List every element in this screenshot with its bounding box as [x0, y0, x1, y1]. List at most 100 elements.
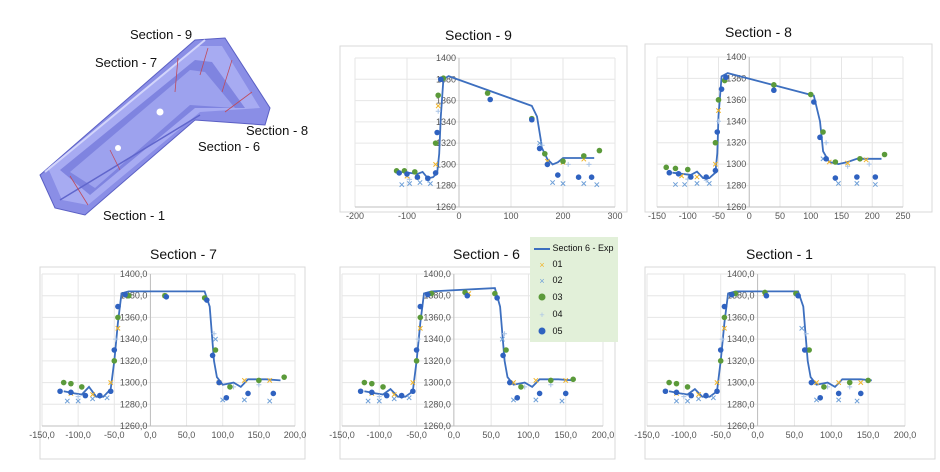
- data-point-s02: [427, 181, 433, 187]
- data-point-s05: [801, 347, 808, 353]
- data-point-s02: [694, 180, 700, 186]
- x-tick-label: 0,0: [144, 430, 157, 440]
- data-point-s05: [712, 167, 719, 174]
- legend-x-icon: ×: [539, 259, 545, 270]
- data-point-s03: [256, 377, 262, 384]
- chart-legend: Section 6 - Exp × 01 × 02 03 + 04 05: [530, 237, 618, 342]
- y-tick-label: 1300,0: [423, 378, 451, 388]
- x-tick-label: -100: [679, 211, 697, 221]
- chart-title: Section - 6: [453, 246, 520, 262]
- data-point-s03: [596, 147, 603, 154]
- data-point-s03: [560, 158, 566, 165]
- legend-label: 05: [552, 326, 563, 336]
- x-tick-label: 150,0: [248, 430, 271, 440]
- data-point-s05: [404, 171, 410, 177]
- data-point-s01: [863, 157, 869, 163]
- stamped-part-illustration: [39, 37, 271, 216]
- x-tick-label: 50,0: [786, 430, 804, 440]
- data-point-s05: [666, 169, 673, 176]
- data-point-s04: [845, 163, 851, 169]
- data-point-s01: [858, 380, 864, 386]
- data-point-s04: [539, 142, 545, 148]
- data-point-s03: [115, 314, 121, 321]
- data-point-s01: [267, 377, 273, 383]
- model-label-section-9: Section - 9: [130, 27, 193, 42]
- data-point-s03: [581, 153, 587, 159]
- data-point-s03: [821, 384, 827, 390]
- x-tick-label: 100,0: [517, 430, 540, 440]
- data-point-s05: [506, 379, 513, 386]
- x-tick-label: -50: [712, 211, 725, 221]
- data-point-s01: [712, 161, 718, 167]
- data-point-s01: [813, 380, 820, 386]
- data-point-s03: [684, 384, 691, 390]
- x-tick-label: 200,0: [284, 430, 307, 440]
- y-tick-label: 1260,0: [120, 421, 148, 431]
- y-tick-label: 1380,0: [727, 291, 755, 301]
- x-tick-label: 0: [456, 211, 461, 221]
- y-tick-label: 1360,0: [423, 312, 451, 322]
- x-tick-label: 100: [503, 211, 518, 221]
- data-point-s05: [721, 303, 728, 310]
- data-point-s05: [673, 389, 680, 396]
- data-point-s05: [383, 392, 390, 399]
- data-point-s02: [835, 180, 841, 186]
- data-point-s05: [817, 134, 823, 141]
- data-point-s01: [696, 391, 702, 398]
- x-tick-label: -50,0: [104, 430, 125, 440]
- data-point-s02: [594, 182, 600, 188]
- data-point-s02: [672, 181, 679, 188]
- data-point-s05: [432, 170, 439, 176]
- data-point-s05: [398, 392, 405, 399]
- chart-svg: 1260,0 1280,0 1300,0 1320,0 1340,0 1360,0 1380…: [634, 266, 936, 460]
- chart-title: Section - 7: [150, 246, 217, 262]
- data-point-s02: [673, 398, 680, 404]
- y-tick-label: 1320: [436, 138, 456, 148]
- legend-label: 03: [552, 292, 563, 302]
- x-tick-label: 100,0: [820, 430, 843, 440]
- y-tick-label: 1260: [436, 202, 456, 212]
- data-point-s05: [464, 292, 471, 299]
- data-point-s04: [113, 336, 119, 342]
- chart-frame: [339, 266, 616, 460]
- data-point-s02: [581, 181, 587, 187]
- data-point-s02: [499, 336, 505, 342]
- data-point-s02: [533, 397, 539, 403]
- data-point-s02: [376, 398, 382, 404]
- data-point-s04: [211, 331, 217, 337]
- legend-dot-icon: [534, 327, 550, 337]
- data-point-s03: [484, 90, 491, 96]
- chart-frame: [644, 266, 936, 460]
- data-point-s01: [714, 380, 720, 386]
- data-point-s02: [684, 398, 691, 404]
- x-tick-label: 100,0: [211, 430, 234, 440]
- data-point-s01: [563, 377, 569, 383]
- data-point-s03: [666, 379, 672, 386]
- data-point-s01: [90, 391, 96, 398]
- data-point-s05: [417, 303, 424, 310]
- chart-svg: 1260,0 1280,0 1300,0 1320,0 1340,0 1360,0 1380…: [29, 266, 307, 460]
- data-point-s02: [559, 398, 565, 404]
- data-point-s02: [560, 181, 566, 187]
- data-point-s05: [111, 347, 118, 353]
- data-point-s04: [407, 176, 413, 182]
- data-point-s05: [425, 175, 431, 182]
- chart-title: Section - 8: [725, 24, 792, 40]
- data-point-s05: [703, 392, 709, 399]
- data-point-s01: [836, 380, 842, 386]
- chart-title: Section - 1: [746, 246, 813, 262]
- chart-frame: [339, 45, 628, 213]
- data-point-s03: [684, 166, 691, 173]
- chart-svg: 1260 1280 1300 1320 1340 1360 1380 1400 -150 -100…: [644, 43, 933, 221]
- x-tick-label: 150,0: [857, 430, 880, 440]
- data-point-s05: [216, 379, 222, 386]
- data-point-s05: [514, 394, 521, 401]
- y-tick-label: 1340: [726, 116, 746, 126]
- data-point-s05: [424, 291, 431, 298]
- y-tick-label: 1400: [726, 52, 746, 62]
- data-point-s02: [799, 325, 805, 331]
- data-point-s05: [714, 388, 720, 395]
- y-tick-label: 1300: [436, 159, 456, 169]
- data-point-s03: [712, 139, 719, 146]
- data-point-s03: [548, 377, 554, 384]
